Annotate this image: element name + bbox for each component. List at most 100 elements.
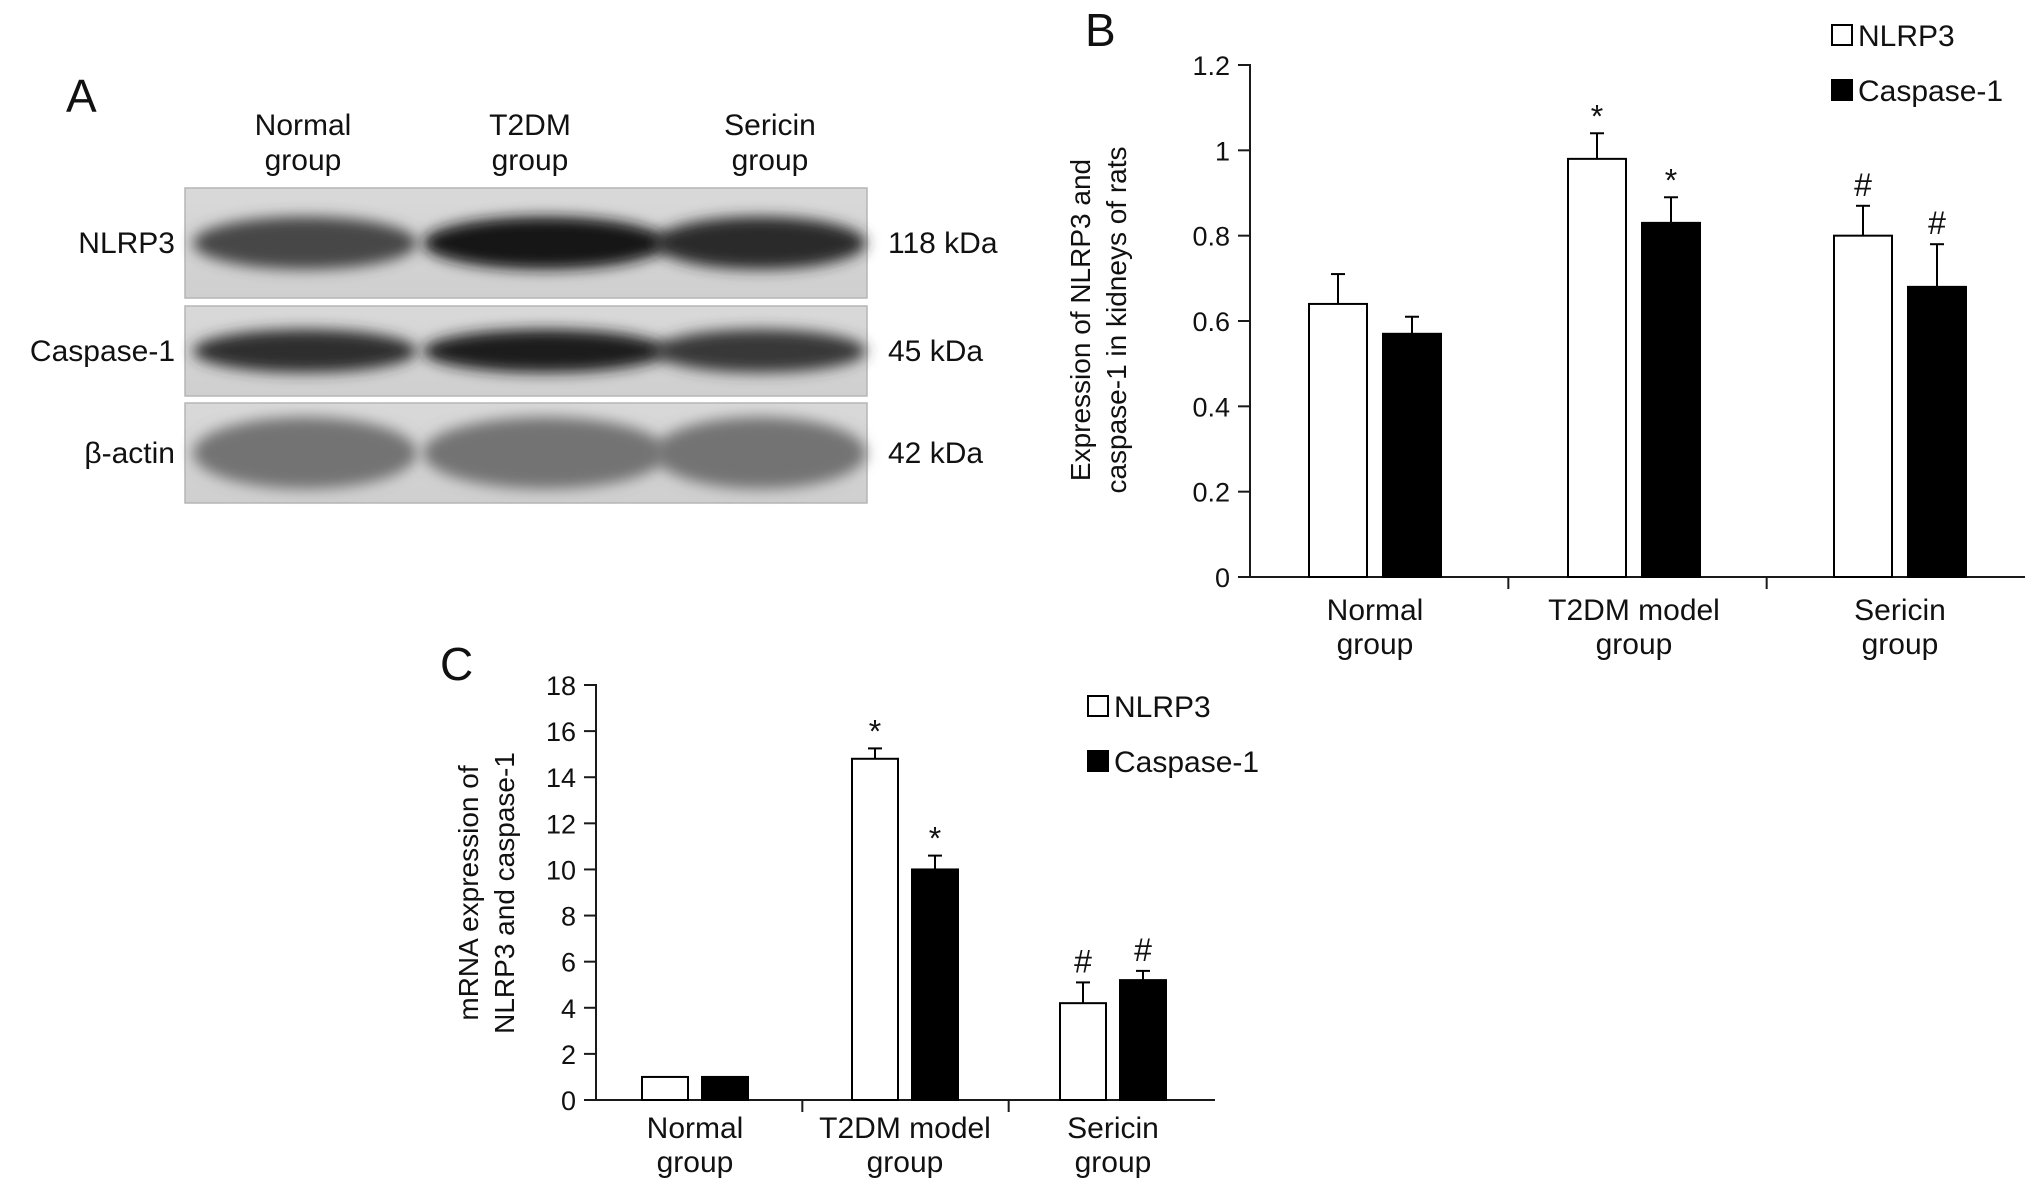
blot-lane-label-line: T2DM — [489, 109, 571, 142]
panel-c-y-tick-label: 8 — [561, 902, 576, 932]
panel-c-bar-nlrp3 — [1059, 1002, 1107, 1102]
panel-b-category-label-line: group — [1596, 628, 1673, 661]
blot-weight-label: 118 kDa — [888, 227, 998, 260]
panel-b-y-axis-title-line: Expression of NLRP3 and — [1065, 159, 1096, 481]
blot-band — [654, 417, 866, 489]
panel-b-y-axis-title: Expression of NLRP3 and caspase-1 in kidn… — [1065, 146, 1132, 493]
blot-weight-label: 45 kDa — [888, 335, 983, 368]
blot-weight-label: 42 kDa — [888, 437, 983, 470]
panel-b-category-label-line: group — [1337, 628, 1414, 661]
panel-c-legend-label: Caspase-1 — [1114, 746, 1259, 779]
panel-b-y-tick-label: 1 — [1215, 136, 1230, 166]
panel-c-bar-caspase-1 — [1119, 979, 1167, 1101]
panel-c-category-label-line: group — [1075, 1146, 1152, 1179]
panel-c-category-label-line: Sericin — [1067, 1112, 1159, 1145]
blot-lane-label: Sericin group — [724, 109, 816, 177]
panel-c-category-label: Sericin group — [1067, 1112, 1159, 1179]
panel-a-letter: A — [66, 70, 97, 122]
panel-c-category-label-line: group — [867, 1146, 944, 1179]
panel-c-y-tick-label: 6 — [561, 948, 576, 978]
panel-b-significance-marker: * — [1591, 98, 1603, 134]
panel-b-legend-swatch — [1831, 79, 1853, 101]
panel-c-bar-caspase-1 — [911, 868, 959, 1102]
panel-b-category-label-line: T2DM model — [1548, 594, 1720, 627]
panel-b-bar-caspase-1 — [1907, 285, 1967, 578]
blot-lane-label-line: group — [492, 144, 569, 177]
blot-lane-label-line: Sericin — [724, 109, 816, 142]
panel-b-legend-label: NLRP3 — [1858, 20, 1955, 53]
blot-row-label: β-actin — [84, 437, 175, 470]
panel-b-y-tick-label: 1.2 — [1192, 51, 1230, 81]
panel-b-legend-swatch — [1831, 24, 1853, 46]
panel-b-y-tick-label: 0.2 — [1192, 478, 1230, 508]
panel-b-significance-marker: # — [1854, 167, 1872, 203]
panel-b-bar-nlrp3 — [1567, 157, 1627, 578]
panel-c-category-label-line: Normal — [647, 1112, 744, 1145]
panel-b-significance-marker: * — [1665, 162, 1677, 198]
panel-c-letter: C — [440, 638, 473, 690]
panel-c-bar-caspase-1 — [701, 1075, 749, 1102]
panel-b-bar-nlrp3 — [1833, 234, 1893, 579]
panel-c-y-tick-label: 0 — [561, 1086, 576, 1116]
panel-c-legend-swatch — [1087, 750, 1109, 772]
blot-row-label: Caspase-1 — [30, 335, 175, 368]
panel-c-significance-marker: # — [1134, 932, 1152, 968]
panel-b-y-tick-label: 0.4 — [1192, 392, 1230, 422]
panel-c-significance-marker: * — [929, 821, 941, 857]
panel-b-category-label: Normal group — [1327, 594, 1424, 661]
blot-band — [193, 417, 417, 489]
panel-b-y-tick-label: 0.6 — [1192, 307, 1230, 337]
panel-b-category-label: Sericin group — [1854, 594, 1946, 661]
blot-row-label: NLRP3 — [78, 227, 175, 260]
panel-c-y-axis-title-line: mRNA expression of — [453, 765, 484, 1020]
panel-b-category-label-line: group — [1862, 628, 1939, 661]
panel-c-y-axis-title: mRNA expression of NLRP3 and caspase-1 — [453, 752, 520, 1034]
panel-b-legend-label: Caspase-1 — [1858, 75, 2003, 108]
panel-b-letter: B — [1085, 4, 1116, 56]
blot-band — [423, 417, 667, 489]
blot-lane-label-line: group — [732, 144, 809, 177]
blot-band — [193, 329, 417, 373]
panel-b-category-label-line: Normal — [1327, 594, 1424, 627]
panel-c-bar-nlrp3 — [851, 757, 899, 1101]
panel-c-category-label: T2DM model group — [819, 1112, 991, 1179]
panel-c-y-tick-label: 18 — [546, 671, 576, 701]
panel-b-y-tick-label: 0.8 — [1192, 222, 1230, 252]
panel-c-y-tick-label: 12 — [546, 809, 576, 839]
panel-b-bar-nlrp3 — [1308, 302, 1368, 578]
panel-c-y-axis-title-line: NLRP3 and caspase-1 — [489, 752, 520, 1034]
blot-lane-label: T2DM group — [489, 109, 571, 177]
panel-c-category-label-line: group — [657, 1146, 734, 1179]
blot-band — [193, 216, 417, 270]
panel-c-y-tick-label: 4 — [561, 994, 576, 1024]
panel-c-category-label-line: T2DM model — [819, 1112, 991, 1145]
panel-c-category-label: Normal group — [647, 1112, 744, 1179]
blot-band — [654, 329, 866, 373]
panel-b-bar-caspase-1 — [1382, 332, 1442, 578]
panel-c-significance-marker: # — [1074, 943, 1092, 979]
blot-lane-label-line: Normal — [255, 109, 352, 142]
panel-c-legend-swatch — [1087, 695, 1109, 717]
blot-lane-label: Normal group — [255, 109, 352, 177]
panel-c-bar-nlrp3 — [641, 1075, 689, 1102]
panel-b-category-label: T2DM model group — [1548, 594, 1720, 661]
blot-strips: NLRP3 118 kDa Caspase-1 45 kDa β-actin 42 kDa — [30, 187, 998, 504]
panel-c-significance-marker: * — [869, 713, 881, 749]
blot-band — [423, 329, 667, 373]
panel-b-bar-caspase-1 — [1641, 221, 1701, 578]
panel-b-y-axis-title-line: caspase-1 in kidneys of rats — [1101, 146, 1132, 493]
panel-b-significance-marker: # — [1928, 205, 1946, 241]
panel-c-y-tick-label: 14 — [546, 763, 576, 793]
blot-band — [654, 216, 866, 270]
blot-band — [423, 216, 667, 270]
blot-lane-label-line: group — [265, 144, 342, 177]
panel-c-y-tick-label: 10 — [546, 855, 576, 885]
panel-b-y-tick-label: 0 — [1215, 563, 1230, 593]
panel-b-category-label-line: Sericin — [1854, 594, 1946, 627]
panel-c-y-tick-label: 16 — [546, 717, 576, 747]
